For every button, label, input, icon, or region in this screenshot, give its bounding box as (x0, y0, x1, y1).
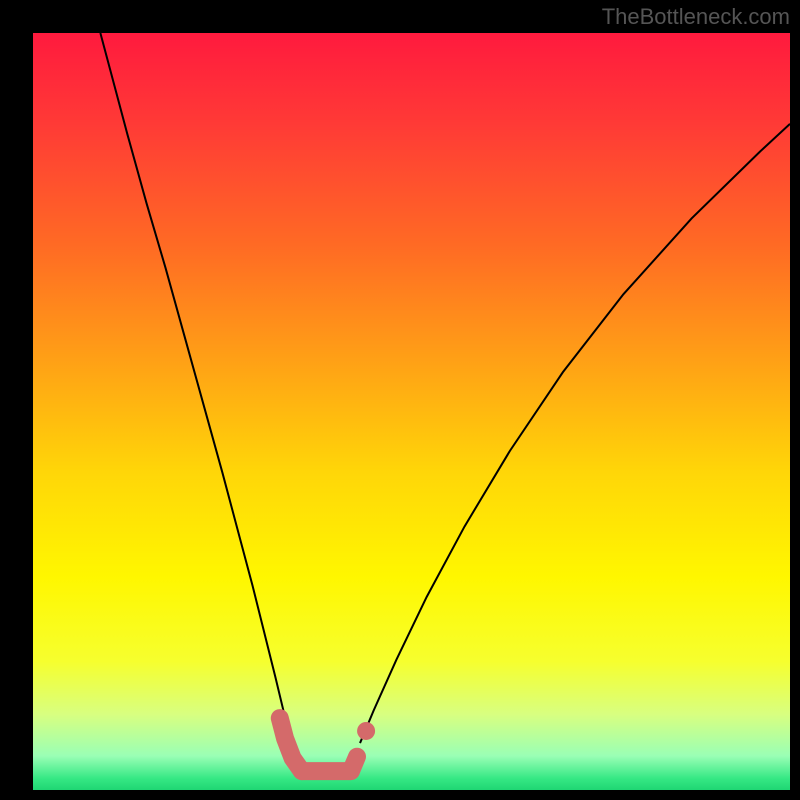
watermark-text: TheBottleneck.com (602, 4, 790, 30)
plot-gradient-background (33, 33, 790, 790)
chart-container: TheBottleneck.com (0, 0, 800, 800)
